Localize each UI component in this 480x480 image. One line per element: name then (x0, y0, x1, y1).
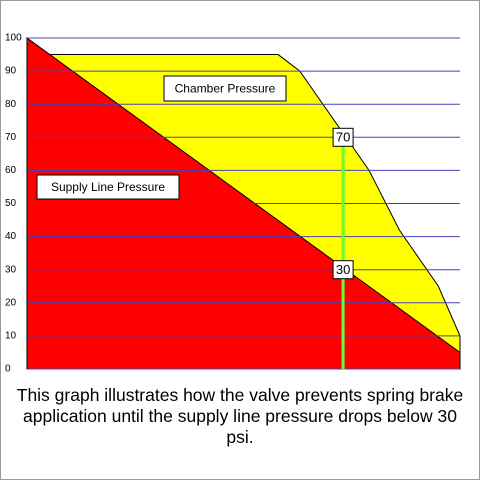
y-tick-label: 0 (5, 364, 11, 375)
y-tick-label: 90 (5, 66, 17, 77)
y-tick-label: 10 (5, 331, 17, 342)
marker-label: 30 (336, 262, 350, 277)
chart: 0 10 20 30 40 50 60 70 80 90 100 70 30 Supply Line Pr… (5, 33, 461, 375)
y-tick-label: 100 (5, 33, 22, 44)
y-tick-label: 70 (5, 132, 17, 143)
marker-box (332, 127, 354, 147)
series-label: Supply Line Pressure (51, 180, 165, 194)
y-tick-label: 60 (5, 165, 17, 176)
marker-label: 70 (336, 130, 350, 145)
y-tick-label: 30 (5, 264, 17, 275)
y-tick-label: 50 (5, 198, 17, 209)
y-tick-label: 80 (5, 99, 17, 110)
caption: This graph illustrates how the valve pre… (16, 385, 464, 447)
y-tick-label: 40 (5, 231, 17, 242)
marker-box (332, 260, 354, 280)
series-label: Chamber Pressure (175, 82, 276, 96)
y-tick-label: 20 (5, 297, 17, 308)
series-label-box (36, 174, 180, 200)
series-label-box (163, 75, 287, 102)
